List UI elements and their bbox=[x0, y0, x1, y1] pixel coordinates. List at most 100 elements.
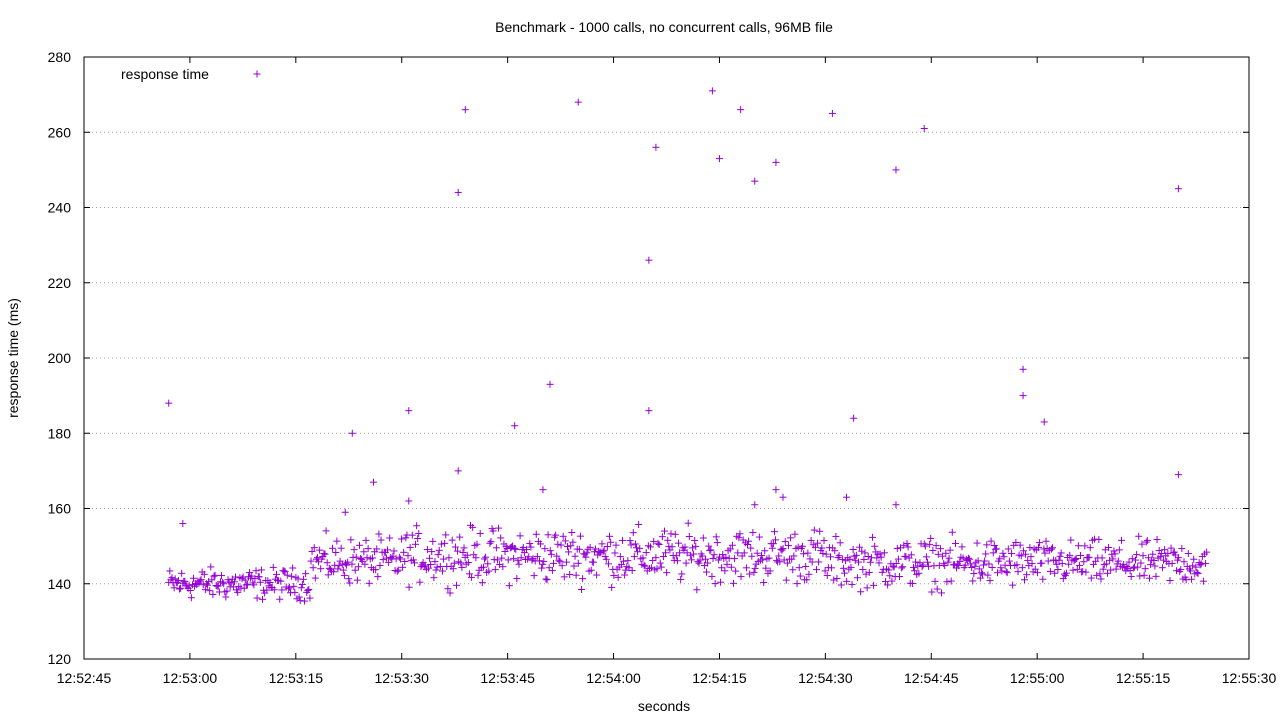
data-point bbox=[589, 558, 597, 566]
data-point bbox=[631, 540, 639, 548]
data-point bbox=[1013, 561, 1021, 569]
data-point bbox=[1102, 560, 1110, 568]
x-axis: 12:52:45 12:53:00 12:53:15 12:53:30 12:53:45… bbox=[57, 57, 1276, 686]
data-point bbox=[907, 551, 915, 559]
data-point bbox=[677, 575, 685, 583]
data-point bbox=[765, 554, 773, 562]
data-point bbox=[770, 528, 778, 536]
data-point bbox=[1042, 537, 1050, 545]
data-point bbox=[775, 552, 783, 560]
data-point bbox=[713, 539, 721, 547]
data-point bbox=[463, 551, 471, 559]
data-point bbox=[890, 563, 898, 571]
data-point bbox=[848, 580, 856, 588]
data-point bbox=[1161, 546, 1169, 554]
data-point bbox=[348, 429, 356, 437]
data-point bbox=[1184, 550, 1192, 558]
data-point bbox=[511, 545, 519, 553]
data-point bbox=[1188, 575, 1196, 583]
data-point bbox=[820, 537, 828, 545]
data-point bbox=[210, 572, 218, 580]
data-point bbox=[736, 530, 744, 538]
data-point bbox=[176, 585, 184, 593]
data-point bbox=[1057, 549, 1065, 557]
data-point bbox=[682, 559, 690, 567]
data-point bbox=[398, 535, 406, 543]
data-point bbox=[947, 577, 955, 585]
data-point bbox=[301, 597, 309, 605]
data-point bbox=[732, 567, 740, 575]
data-point bbox=[603, 543, 611, 551]
data-point bbox=[1027, 553, 1035, 561]
data-point bbox=[472, 554, 480, 562]
data-point bbox=[999, 549, 1007, 557]
data-point bbox=[762, 564, 770, 572]
data-point bbox=[309, 564, 317, 572]
data-point bbox=[186, 586, 194, 594]
data-point bbox=[288, 572, 296, 580]
data-point bbox=[610, 571, 618, 579]
data-point bbox=[574, 98, 582, 106]
data-point bbox=[911, 567, 919, 575]
data-point bbox=[936, 545, 944, 553]
data-point bbox=[464, 559, 472, 567]
data-point bbox=[1180, 558, 1188, 566]
data-point bbox=[678, 570, 686, 578]
data-point bbox=[998, 567, 1006, 575]
data-point bbox=[515, 560, 523, 568]
data-point bbox=[926, 540, 934, 548]
data-point bbox=[270, 586, 278, 594]
data-point bbox=[431, 558, 439, 566]
data-point bbox=[608, 583, 616, 591]
data-point bbox=[635, 521, 643, 529]
data-point bbox=[711, 580, 719, 588]
data-point bbox=[782, 576, 790, 584]
data-point bbox=[278, 586, 286, 594]
data-point bbox=[1112, 565, 1120, 573]
data-point bbox=[330, 568, 338, 576]
data-point bbox=[307, 557, 315, 565]
data-point bbox=[220, 580, 228, 588]
data-point bbox=[433, 563, 441, 571]
data-point bbox=[1142, 538, 1150, 546]
data-point bbox=[715, 155, 723, 163]
data-point bbox=[1137, 559, 1145, 567]
data-point bbox=[574, 559, 582, 567]
data-point bbox=[691, 537, 699, 545]
data-point bbox=[828, 109, 836, 117]
data-point bbox=[491, 566, 499, 574]
data-point bbox=[444, 585, 452, 593]
data-point bbox=[1139, 552, 1147, 560]
data-point bbox=[441, 539, 449, 547]
data-point bbox=[722, 553, 730, 561]
data-point bbox=[310, 544, 318, 552]
data-point bbox=[852, 551, 860, 559]
data-point bbox=[751, 564, 759, 572]
data-point bbox=[1172, 567, 1180, 575]
data-point bbox=[642, 549, 650, 557]
data-point bbox=[1026, 544, 1034, 552]
data-point bbox=[1099, 565, 1107, 573]
data-point bbox=[942, 549, 950, 557]
data-point bbox=[540, 557, 548, 565]
data-point bbox=[1111, 550, 1119, 558]
data-point bbox=[843, 577, 851, 585]
data-point bbox=[348, 560, 356, 568]
data-point bbox=[295, 593, 303, 601]
data-point bbox=[1167, 544, 1175, 552]
data-point bbox=[516, 532, 524, 540]
data-point bbox=[404, 552, 412, 560]
data-point bbox=[497, 534, 505, 542]
data-point bbox=[747, 544, 755, 552]
data-point bbox=[306, 594, 314, 602]
data-point bbox=[549, 559, 557, 567]
data-point bbox=[956, 558, 964, 566]
data-point bbox=[553, 552, 561, 560]
data-point bbox=[828, 564, 836, 572]
data-point bbox=[1174, 185, 1182, 193]
data-point bbox=[541, 545, 549, 553]
data-point bbox=[413, 522, 421, 530]
x-tick-label: 12:54:30 bbox=[798, 670, 853, 686]
data-point bbox=[414, 535, 422, 543]
data-point bbox=[559, 532, 567, 540]
